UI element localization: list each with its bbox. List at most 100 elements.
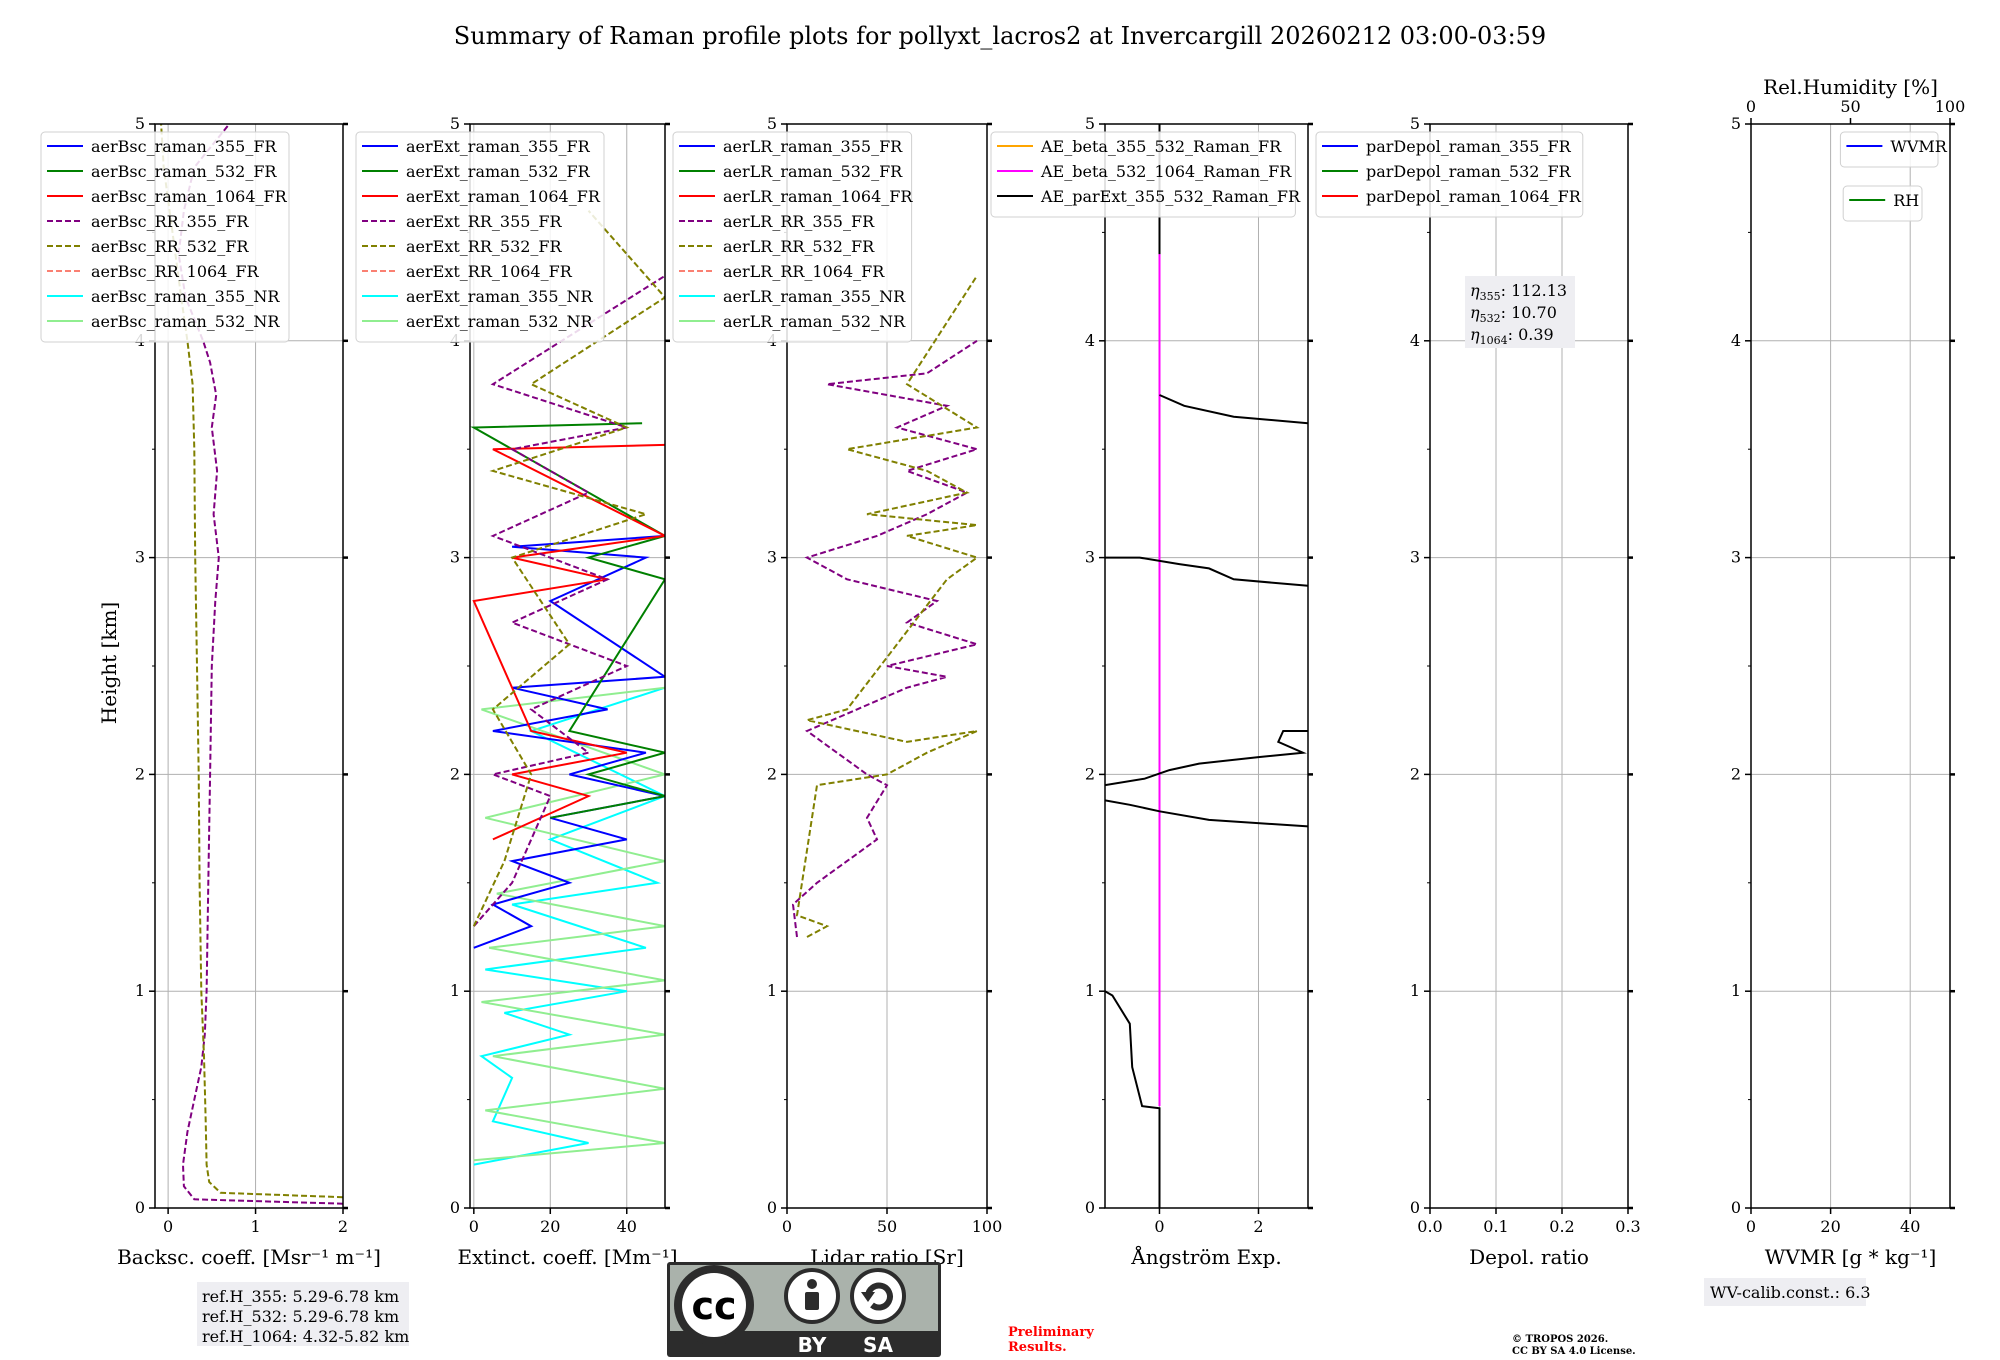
eta-value: : 10.70 [1501,303,1557,322]
cc-sa-label: SA [863,1333,893,1357]
reference-height-bg [197,1282,409,1346]
panel-2: 02040012345Extinct. coeff. [Mm⁻¹]aerExt_… [355,114,678,1269]
legend: RH [1842,185,1923,222]
eta-subscript: 355 [1480,290,1501,303]
eta-symbol: η [1470,303,1480,322]
y-tick-label: 3 [450,548,460,567]
eta-line: η532: 10.70 [1470,303,1557,325]
cc-logo-text: cc [691,1284,736,1328]
panel-4: 0 2 0 1 2 3 4 5 Ångström Exp. AE_beta_355_532_Ram… [990,114,1313,1269]
legend-entry: aerBsc_RR_1064_FR [91,262,260,281]
legend-entry: aerExt_raman_532_FR [406,162,591,181]
legend-entry: WVMR [1890,137,1947,156]
series-line-AE_parExt_355_532_Raman_FR [1105,990,1161,1208]
y-tick-label: 4 [1410,331,1420,350]
reference-height-line: ref.H_532: 5.29-6.78 km [202,1307,399,1326]
y-tick-label: 1 [767,981,777,1000]
y-tick-label: 3 [1085,548,1095,567]
x-tick-label: 0.3 [1615,1217,1640,1236]
legend-entry: aerLR_raman_532_FR [723,162,903,181]
top-x-tick-label: 100 [1935,97,1966,116]
eta-symbol: η [1470,325,1480,344]
x-tick-label: 0 [469,1217,479,1236]
eta-subscript: 532 [1480,312,1501,325]
sa-arrow-arc [865,1282,893,1311]
series-line-AE_parExt_355_532_Raman_FR [1105,730,1308,787]
legend-entry: aerLR_RR_532_FR [723,237,875,256]
y-axis-label: Height [km] [97,602,121,724]
eta-subscript: 1064 [1480,334,1508,347]
panel-1: 012012345Backsc. coeff. [Msr⁻¹ m⁻¹]aerBs… [40,114,381,1269]
legend: parDepol_raman_355_FR parDepol_raman_532_… [1315,131,1584,218]
preliminary-line: Results. [1008,1340,1067,1355]
x-tick-label: 0.2 [1549,1217,1574,1236]
legend-entry: aerBsc_raman_1064_FR [91,187,288,206]
copyright-line-1: © TROPOS 2026. [1512,1334,1608,1345]
legend-entry: aerExt_RR_1064_FR [406,262,573,281]
legend-entry: aerBsc_raman_355_NR [91,287,280,306]
cc-by-label: BY [798,1333,827,1357]
legend-entry: aerExt_RR_532_FR [406,237,563,256]
sa-arrow-head [861,1292,875,1302]
legend-entry: RH [1893,191,1919,210]
y-tick-label: 3 [767,548,777,567]
y-tick-label: 3 [1731,548,1741,567]
legend-entry: AE_beta_355_532_Raman_FR [1040,137,1282,156]
y-tick-label: 2 [1085,764,1095,783]
x-axis-label: Backsc. coeff. [Msr⁻¹ m⁻¹] [117,1245,381,1269]
legend-entry: aerBsc_RR_355_FR [91,212,249,231]
legend-entry: aerExt_raman_532_NR [406,312,594,331]
legend-entry: aerBsc_raman_355_FR [91,137,277,156]
y-tick-label: 0 [450,1198,460,1217]
legend: AE_beta_355_532_Raman_FR AE_beta_532_1064… [990,131,1301,218]
wv-calib-box: WV-calib.const.: 6.3 [1704,1278,1871,1306]
series-line-AE_parExt_355_532_Raman_FR [1105,799,1308,828]
legend-entry: parDepol_raman_1064_FR [1366,187,1582,206]
legend-entry: AE_beta_532_1064_Raman_FR [1040,162,1292,181]
y-tick-label: 3 [1410,548,1420,567]
legend: aerLR_raman_355_FR aerLR_raman_532_FR aerL… [672,131,913,343]
wv-calib-text: WV-calib.const.: 6.3 [1710,1283,1871,1302]
legend-entry: AE_parExt_355_532_Raman_FR [1040,187,1301,206]
x-tick-label: 0 [1746,1217,1756,1236]
y-tick-label: 5 [1731,114,1741,133]
panel-5: 0.0 0.1 0.2 0.3 0 1 2 3 4 5 Depol. ratio parDepol_r… [1315,114,1641,1269]
y-tick-label: 4 [1731,331,1741,350]
eta-value: : 112.13 [1501,281,1567,300]
x-tick-label: 50 [877,1217,897,1236]
y-tick-label: 4 [1085,331,1095,350]
eta-box [1465,276,1575,348]
x-tick-label: 20 [540,1217,560,1236]
y-tick-label: 2 [1410,764,1420,783]
series-line-aerExt_raman_1064_FR [472,443,665,841]
legend-box [1315,131,1584,218]
series-line-aerExt_RR_355_FR [473,274,665,927]
y-tick-label: 2 [450,764,460,783]
x-axis-label: Ångström Exp. [1130,1244,1281,1269]
eta-value: : 0.39 [1508,325,1554,344]
series-group [470,210,665,1166]
plot-frame [1750,123,1951,1209]
preliminary-results-note: Preliminary Results. [1008,1325,1094,1355]
y-tick-label: 2 [1731,764,1741,783]
wv-calib-bg [1704,1278,1866,1306]
legend: WVMR [1839,131,1948,168]
y-tick-label: 5 [767,114,777,133]
legend-entry: aerExt_raman_355_NR [406,287,594,306]
y-tick-label: 0 [1410,1198,1420,1217]
legend-entry: parDepol_raman_532_FR [1366,162,1572,181]
y-tick-label: 1 [450,981,460,1000]
legend: aerExt_raman_355_FR aerExt_raman_532_FRae… [355,131,605,343]
reference-height-line: ref.H_355: 5.29-6.78 km [202,1287,399,1306]
series-line-aerExt_raman_355_NR [473,686,665,1166]
series-group [791,275,981,938]
copyright-line-2: CC BY SA 4.0 License. [1512,1346,1636,1357]
plot-frame [1104,123,1309,1209]
cc-license-badge[interactable]: cc BY SA [667,1262,941,1357]
x-tick-label: 0.0 [1417,1217,1442,1236]
cc-circle-inner [682,1273,746,1337]
series-line-AE_parExt_355_532_Raman_FR [1105,556,1308,587]
